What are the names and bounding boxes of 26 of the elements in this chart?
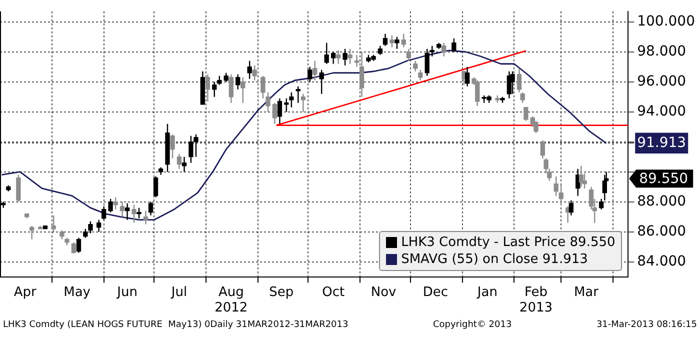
- x-tick-label: Apr: [14, 284, 38, 300]
- x-tick-label: Jan: [476, 284, 498, 300]
- x-tick-label: Jul: [170, 284, 188, 300]
- x-tick-label: Aug 2012: [214, 284, 248, 316]
- y-tick-label: 86.000: [637, 223, 686, 240]
- text: Copyright© 2013: [432, 320, 512, 330]
- y-tick-label: 94.000: [637, 104, 686, 120]
- x-tick-label: Sep: [269, 284, 294, 300]
- y-tick-label: 98.000: [637, 44, 686, 60]
- x-tick-label: Jun: [116, 284, 138, 300]
- text: 89.550: [639, 171, 688, 188]
- x-tick-label: Nov: [370, 284, 397, 300]
- y-tick-label: 96.000: [637, 74, 686, 90]
- legend-label: LHK3 Comdty - Last Price 89.550: [401, 234, 616, 251]
- y-tick-label: 84.000: [637, 253, 686, 270]
- y-tick-label: 88.000: [637, 193, 686, 210]
- x-tick-label: Dec: [422, 284, 448, 300]
- text: LHK3 Comdty (LEAN HOGS FUTURE May13) 0Daily 31MAR2012-31MAR2013: [3, 320, 348, 330]
- x-tick-label: Mar: [574, 284, 600, 300]
- text: 31-Mar-2013 08:16:15: [596, 320, 697, 330]
- x-tick-label: Feb 2013: [519, 284, 553, 316]
- legend-label: SMAVG (55) on Close 91.913: [401, 250, 588, 268]
- y-tick-label: 100.000: [637, 14, 696, 30]
- x-tick-label: May: [64, 284, 91, 300]
- x-tick-label: Oct: [322, 284, 345, 300]
- y-tick-label: 91.913: [637, 134, 686, 151]
